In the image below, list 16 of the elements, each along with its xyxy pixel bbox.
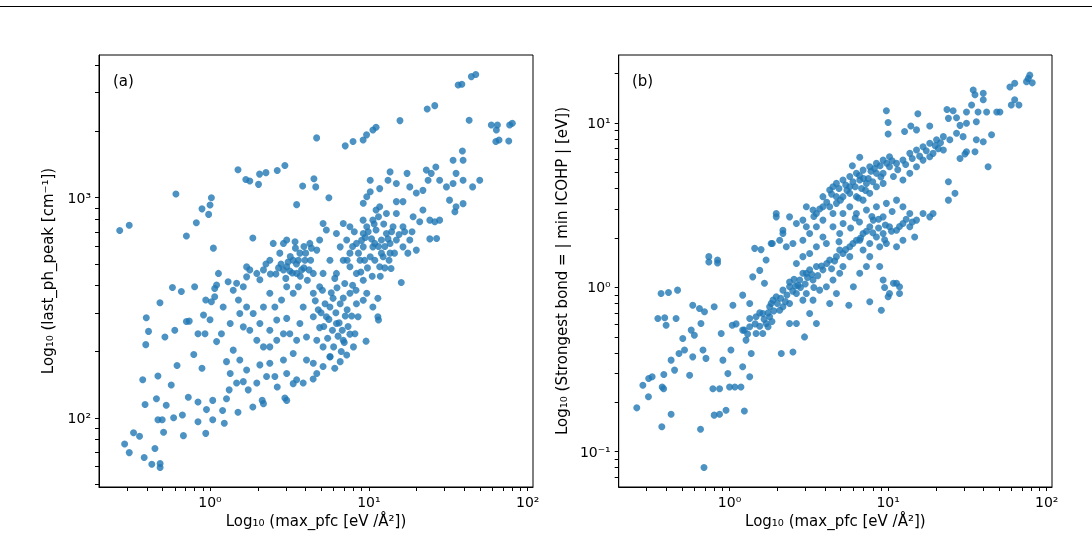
x-tick-label: 10²: [515, 494, 540, 510]
x-tick-label: 10²: [1034, 494, 1059, 510]
x-tick-label: 10⁰: [717, 494, 742, 510]
x-tick-label: 10¹: [357, 494, 381, 510]
x-tick-label: 10⁰: [198, 494, 223, 510]
y-tick-label: 10⁰: [587, 279, 612, 296]
y-axis-title: Log₁₀ (Strongest bond = | min ICOHP | [eV]): [552, 107, 571, 435]
y-tick-label: 10³: [67, 189, 91, 206]
annotation: (b): [632, 71, 654, 90]
annotation: (a): [113, 71, 134, 90]
y-tick-label: 10⁻¹: [579, 443, 611, 460]
y-tick-label: 10¹: [587, 115, 611, 132]
x-axis-title: Log₁₀ (max_pfc [eV /Å²]): [745, 511, 926, 532]
y-axis-title: Log₁₀ (last_ph_peak [cm⁻¹]): [38, 167, 58, 375]
x-tick-label: 10¹: [876, 494, 900, 510]
x-axis-title: Log₁₀ (max_pfc [eV /Å²]): [225, 511, 407, 532]
